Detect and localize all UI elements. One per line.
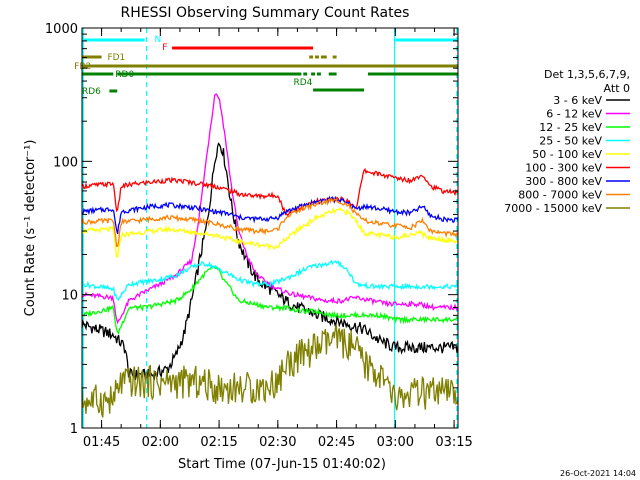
legend-label-2: 12 - 25 keV: [539, 121, 602, 134]
y-tick-label-0: 1: [70, 422, 78, 437]
x-tick-label-2: 02:15: [200, 435, 237, 450]
plot-frame: [81, 27, 459, 429]
status-label-n: N: [154, 35, 161, 45]
legend-label-6: 300 - 800 keV: [525, 175, 602, 188]
x-tick-label-3: 02:30: [259, 435, 296, 450]
legend-label-0: 3 - 6 keV: [553, 94, 602, 107]
status-label-rd4: RD4: [294, 78, 313, 88]
series-line-3: [81, 259, 459, 301]
legend-label-4: 50 - 100 keV: [532, 148, 602, 161]
legend-label-7: 800 - 7000 keV: [518, 189, 602, 202]
status-label-fd1: FD1: [107, 53, 125, 63]
x-tick-label-5: 03:00: [377, 435, 414, 450]
y-tick-label-1: 10: [61, 289, 78, 304]
status-label-rd0: RD0: [115, 70, 134, 80]
status-label-f: F: [162, 43, 167, 53]
series-line-0: [81, 142, 459, 381]
status-label-rd6: RD6: [82, 87, 101, 97]
legend-label-5: 100 - 300 keV: [525, 162, 602, 175]
x-axis-label: Start Time (07-Jun-15 01:40:02): [178, 457, 386, 472]
x-tick-label-0: 01:45: [83, 435, 120, 450]
series-line-7: [81, 197, 459, 248]
axes: 1 10 100 1000 01:45 02:00 02:15 02:30 02:45 03:00…: [45, 22, 473, 450]
x-tick-label-1: 02:00: [142, 435, 179, 450]
plot-area: [81, 28, 459, 428]
series-line-2: [81, 265, 459, 335]
legend-label-1: 6 - 12 keV: [546, 108, 602, 121]
y-axis-label: Count Rate (s⁻¹ detector⁻¹): [23, 140, 38, 317]
legend-label-3: 25 - 50 keV: [539, 135, 602, 148]
chart-title: RHESSI Observing Summary Count Rates: [121, 5, 410, 21]
status-bars: NF FD1 FB2 RD0 RD4 RD6: [74, 35, 458, 97]
series-line-5: [81, 167, 459, 217]
legend-header-0: Det 1,3,5,6,7,9,: [544, 68, 630, 81]
status-label-fb2: FB2: [74, 62, 91, 72]
series-line-8: [81, 324, 459, 418]
y-tick-label-3: 1000: [45, 22, 78, 37]
series-line-4: [81, 206, 459, 258]
x-tick-label-6: 03:15: [435, 435, 472, 450]
footer-timestamp: 26-Oct-2021 14:04: [560, 469, 636, 478]
series-line-6: [82, 195, 459, 235]
legend-label-8: 7000 - 15000 keV: [504, 202, 602, 215]
y-tick-label-2: 100: [53, 155, 78, 170]
legend-header-1: Att 0: [604, 82, 630, 95]
x-tick-label-4: 02:45: [318, 435, 355, 450]
